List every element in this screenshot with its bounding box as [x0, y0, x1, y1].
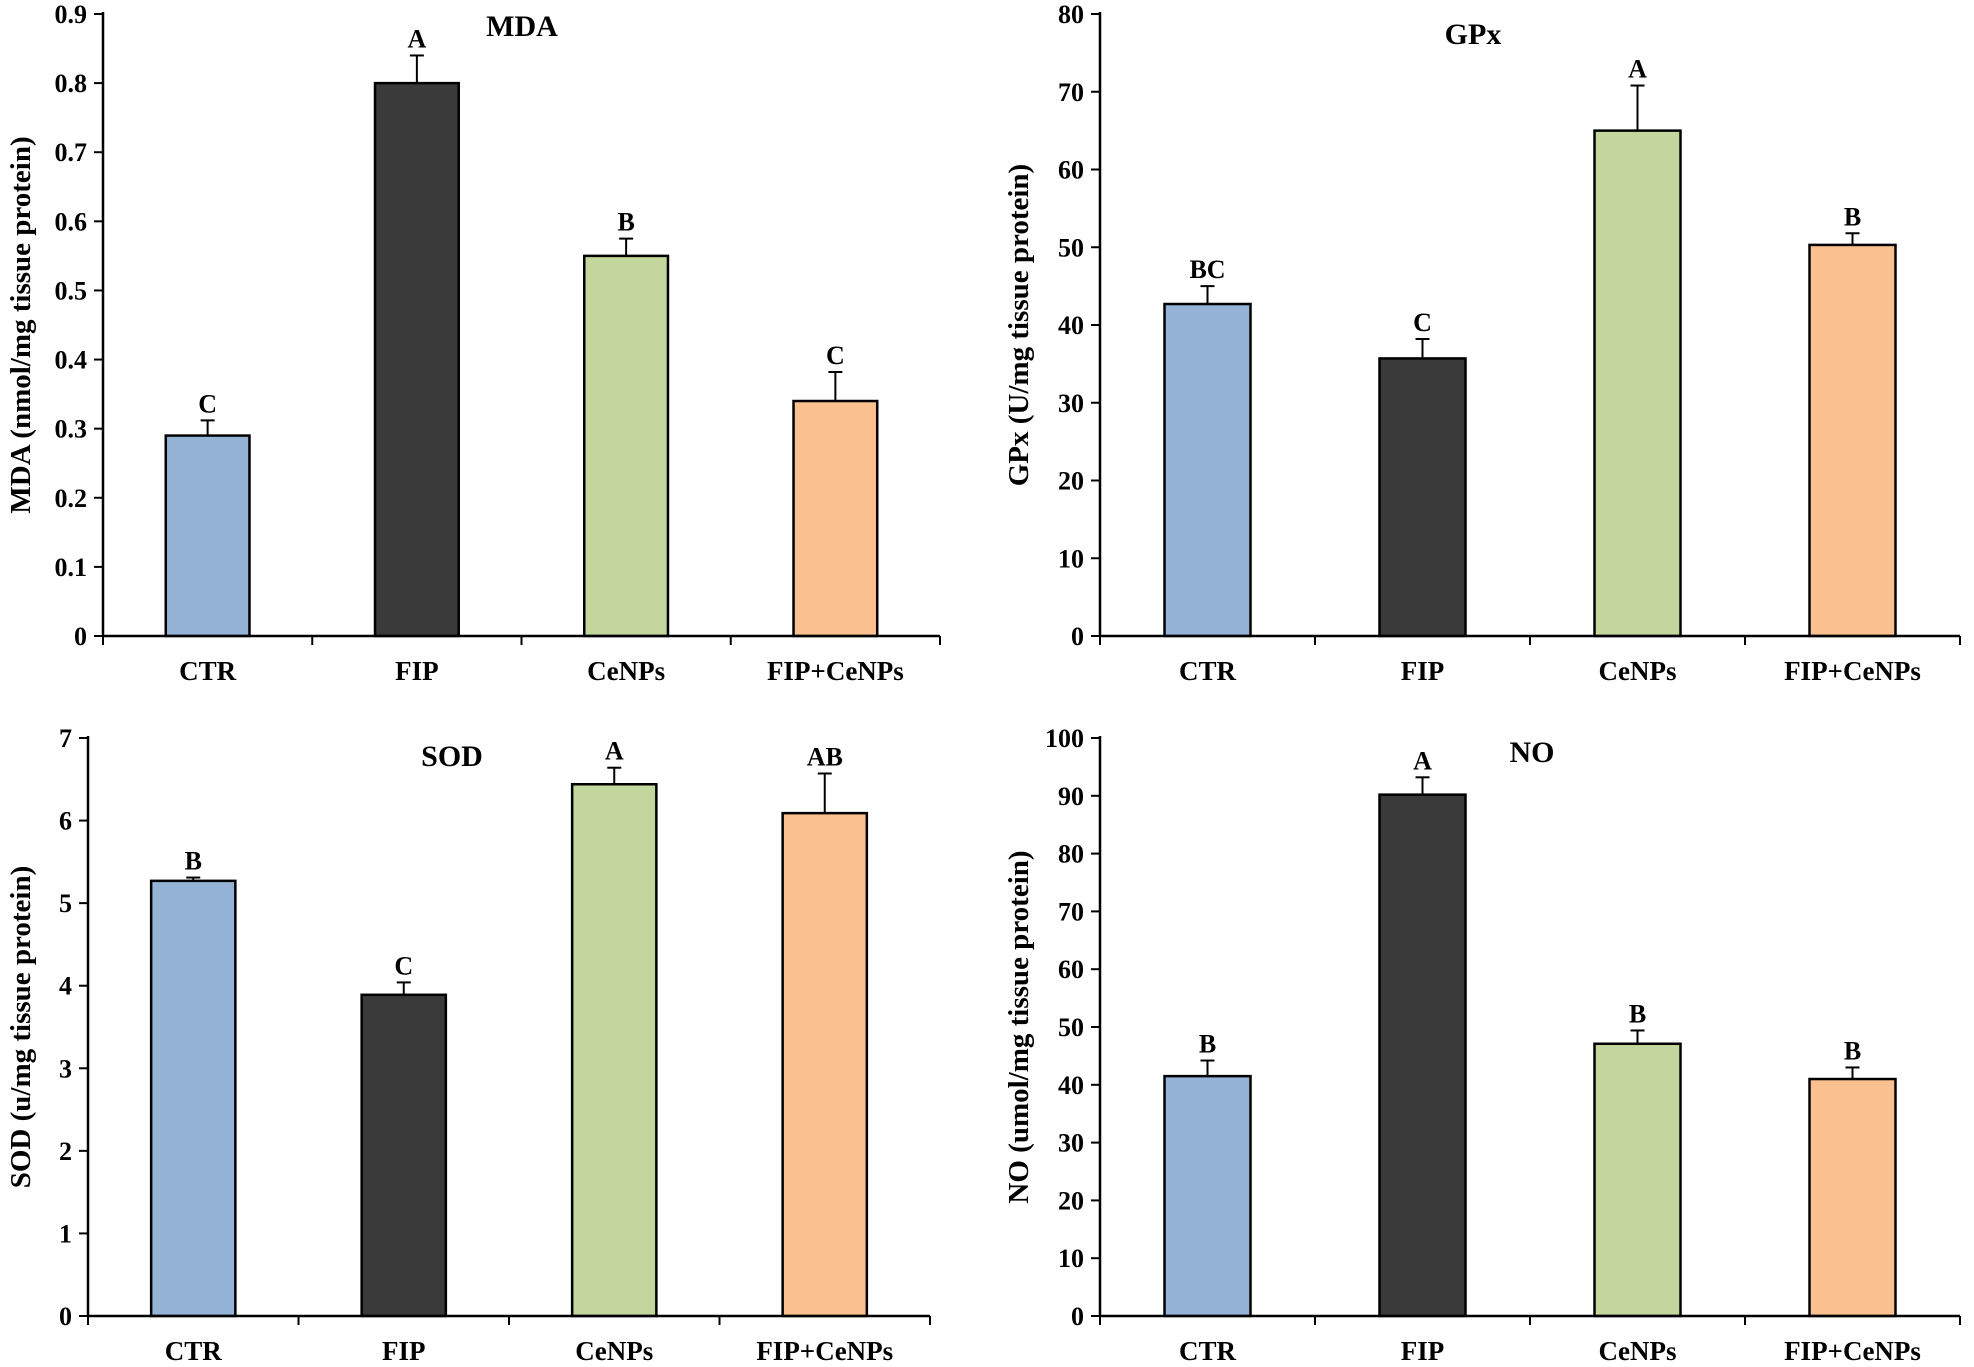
- y-tick-label: 50: [1058, 1013, 1084, 1042]
- x-category-label: CTR: [1179, 656, 1237, 686]
- significance-label: A: [1628, 55, 1647, 84]
- significance-label: B: [617, 208, 634, 237]
- x-category-label: CeNPs: [1599, 656, 1677, 686]
- y-tick-label: 40: [1058, 311, 1084, 340]
- x-category-label: FIP+CeNPs: [1784, 656, 1921, 686]
- bar-fip: [373, 81, 460, 638]
- y-axis-label: NO (umol/mg tissue protein): [1003, 850, 1035, 1203]
- chart-title: NO: [1510, 736, 1555, 769]
- y-axis-label: MDA (nmol/mg tissue protein): [5, 136, 37, 513]
- y-tick-label: 0.7: [55, 138, 88, 167]
- chart-title: MDA: [486, 10, 558, 43]
- bar-ctr: [1163, 1074, 1252, 1318]
- x-category-label: CeNPs: [587, 656, 665, 686]
- y-tick-label: 70: [1058, 897, 1084, 926]
- bar-fip: [360, 993, 448, 1318]
- y-tick-label: 3: [59, 1054, 72, 1083]
- y-tick-label: 10: [1058, 544, 1084, 573]
- bar-cenps: [1593, 129, 1682, 638]
- x-category-label: CeNPs: [1599, 1336, 1677, 1366]
- chart-title: GPx: [1445, 18, 1502, 51]
- y-tick-label: 0.4: [55, 346, 88, 375]
- bar-fip-cenps: [792, 399, 879, 638]
- significance-label: AB: [807, 743, 843, 772]
- significance-label: C: [826, 341, 845, 370]
- bar-fip-cenps: [781, 811, 869, 1318]
- y-tick-label: 80: [1058, 840, 1084, 869]
- y-tick-label: 20: [1058, 1186, 1084, 1215]
- y-tick-label: 0.2: [55, 484, 88, 513]
- chart-panel-mda: 0 0.1 0.2 0.3 0.4 0.5 0.6 0.7 0.8 0.9 C CTR A FIP B CeN…: [5, 0, 941, 686]
- significance-label: A: [407, 24, 426, 53]
- y-tick-label: 0: [1071, 1302, 1084, 1331]
- y-tick-label: 0.5: [55, 276, 88, 305]
- x-category-label: FIP: [382, 1336, 426, 1366]
- y-tick-label: 60: [1058, 156, 1084, 185]
- significance-label: B: [1629, 999, 1646, 1028]
- y-tick-label: 0: [1071, 622, 1084, 651]
- bar-ctr: [1163, 302, 1252, 638]
- significance-label: BC: [1189, 255, 1225, 284]
- y-tick-label: 6: [59, 807, 72, 836]
- x-category-label: FIP: [1401, 1336, 1445, 1366]
- significance-label: A: [605, 737, 624, 766]
- y-tick-label: 4: [59, 972, 72, 1001]
- x-category-label: FIP: [1401, 656, 1445, 686]
- y-tick-label: 5: [59, 889, 72, 918]
- bar-fip-cenps: [1808, 1077, 1897, 1318]
- significance-label: C: [394, 951, 413, 980]
- y-tick-label: 0.1: [55, 553, 88, 582]
- y-tick-label: 30: [1058, 1129, 1084, 1158]
- y-tick-label: 60: [1058, 955, 1084, 984]
- y-tick-label: 90: [1058, 782, 1084, 811]
- y-tick-label: 70: [1058, 78, 1084, 107]
- x-category-label: FIP: [395, 656, 439, 686]
- chart-title: SOD: [421, 740, 483, 773]
- y-axis-label: SOD (u/mg tissue protein): [5, 866, 37, 1189]
- bar-fip: [1378, 357, 1467, 638]
- y-tick-label: 0.6: [55, 207, 88, 236]
- y-tick-label: 1: [59, 1219, 72, 1248]
- significance-label: C: [198, 389, 217, 418]
- bar-ctr: [164, 434, 251, 638]
- bar-ctr: [149, 879, 237, 1318]
- y-tick-label: 7: [59, 724, 72, 753]
- x-category-label: FIP+CeNPs: [1784, 1336, 1921, 1366]
- x-category-label: CTR: [165, 1336, 223, 1366]
- y-tick-label: 0: [59, 1302, 72, 1331]
- y-tick-label: 20: [1058, 467, 1084, 496]
- chart-panel-no: 0 10 20 30 40 50 60 70 80 90 100 B CTR A FIP B CeNPs B FIP…: [1003, 724, 1961, 1366]
- y-tick-label: 80: [1058, 0, 1084, 29]
- y-tick-label: 0.8: [55, 69, 88, 98]
- y-tick-label: 10: [1058, 1244, 1084, 1273]
- chart-panel-sod: 0 1 2 3 4 5 6 7 B CTR C FIP A CeNPs AB FIP+CeNPs SOD SOD …: [5, 724, 931, 1366]
- x-category-label: FIP+CeNPs: [767, 656, 904, 686]
- significance-label: B: [1844, 1036, 1861, 1065]
- significance-label: B: [1199, 1030, 1216, 1059]
- bar-fip: [1378, 793, 1467, 1318]
- significance-label: B: [1844, 202, 1861, 231]
- x-category-label: CTR: [179, 656, 237, 686]
- x-category-label: CeNPs: [575, 1336, 653, 1366]
- y-tick-label: 2: [59, 1137, 72, 1166]
- y-tick-label: 100: [1045, 724, 1084, 753]
- bar-cenps: [1593, 1042, 1682, 1318]
- y-axis-label: GPx (U/mg tissue protein): [1003, 164, 1035, 486]
- y-tick-label: 40: [1058, 1071, 1084, 1100]
- chart-panel-gpx: 0 10 20 30 40 50 60 70 80 BC CTR C FIP A CeNPs B FIP+CeN…: [1003, 0, 1961, 686]
- bar-fip-cenps: [1808, 243, 1897, 638]
- x-category-label: FIP+CeNPs: [756, 1336, 893, 1366]
- y-tick-label: 50: [1058, 233, 1084, 262]
- y-tick-label: 0: [74, 622, 87, 651]
- y-tick-label: 30: [1058, 389, 1084, 418]
- y-tick-label: 0.3: [55, 415, 88, 444]
- significance-label: A: [1413, 746, 1432, 775]
- x-category-label: CTR: [1179, 1336, 1237, 1366]
- bar-cenps: [570, 782, 658, 1318]
- y-tick-label: 0.9: [55, 0, 88, 29]
- significance-label: B: [185, 847, 202, 876]
- significance-label: C: [1413, 308, 1432, 337]
- bar-cenps: [583, 254, 670, 638]
